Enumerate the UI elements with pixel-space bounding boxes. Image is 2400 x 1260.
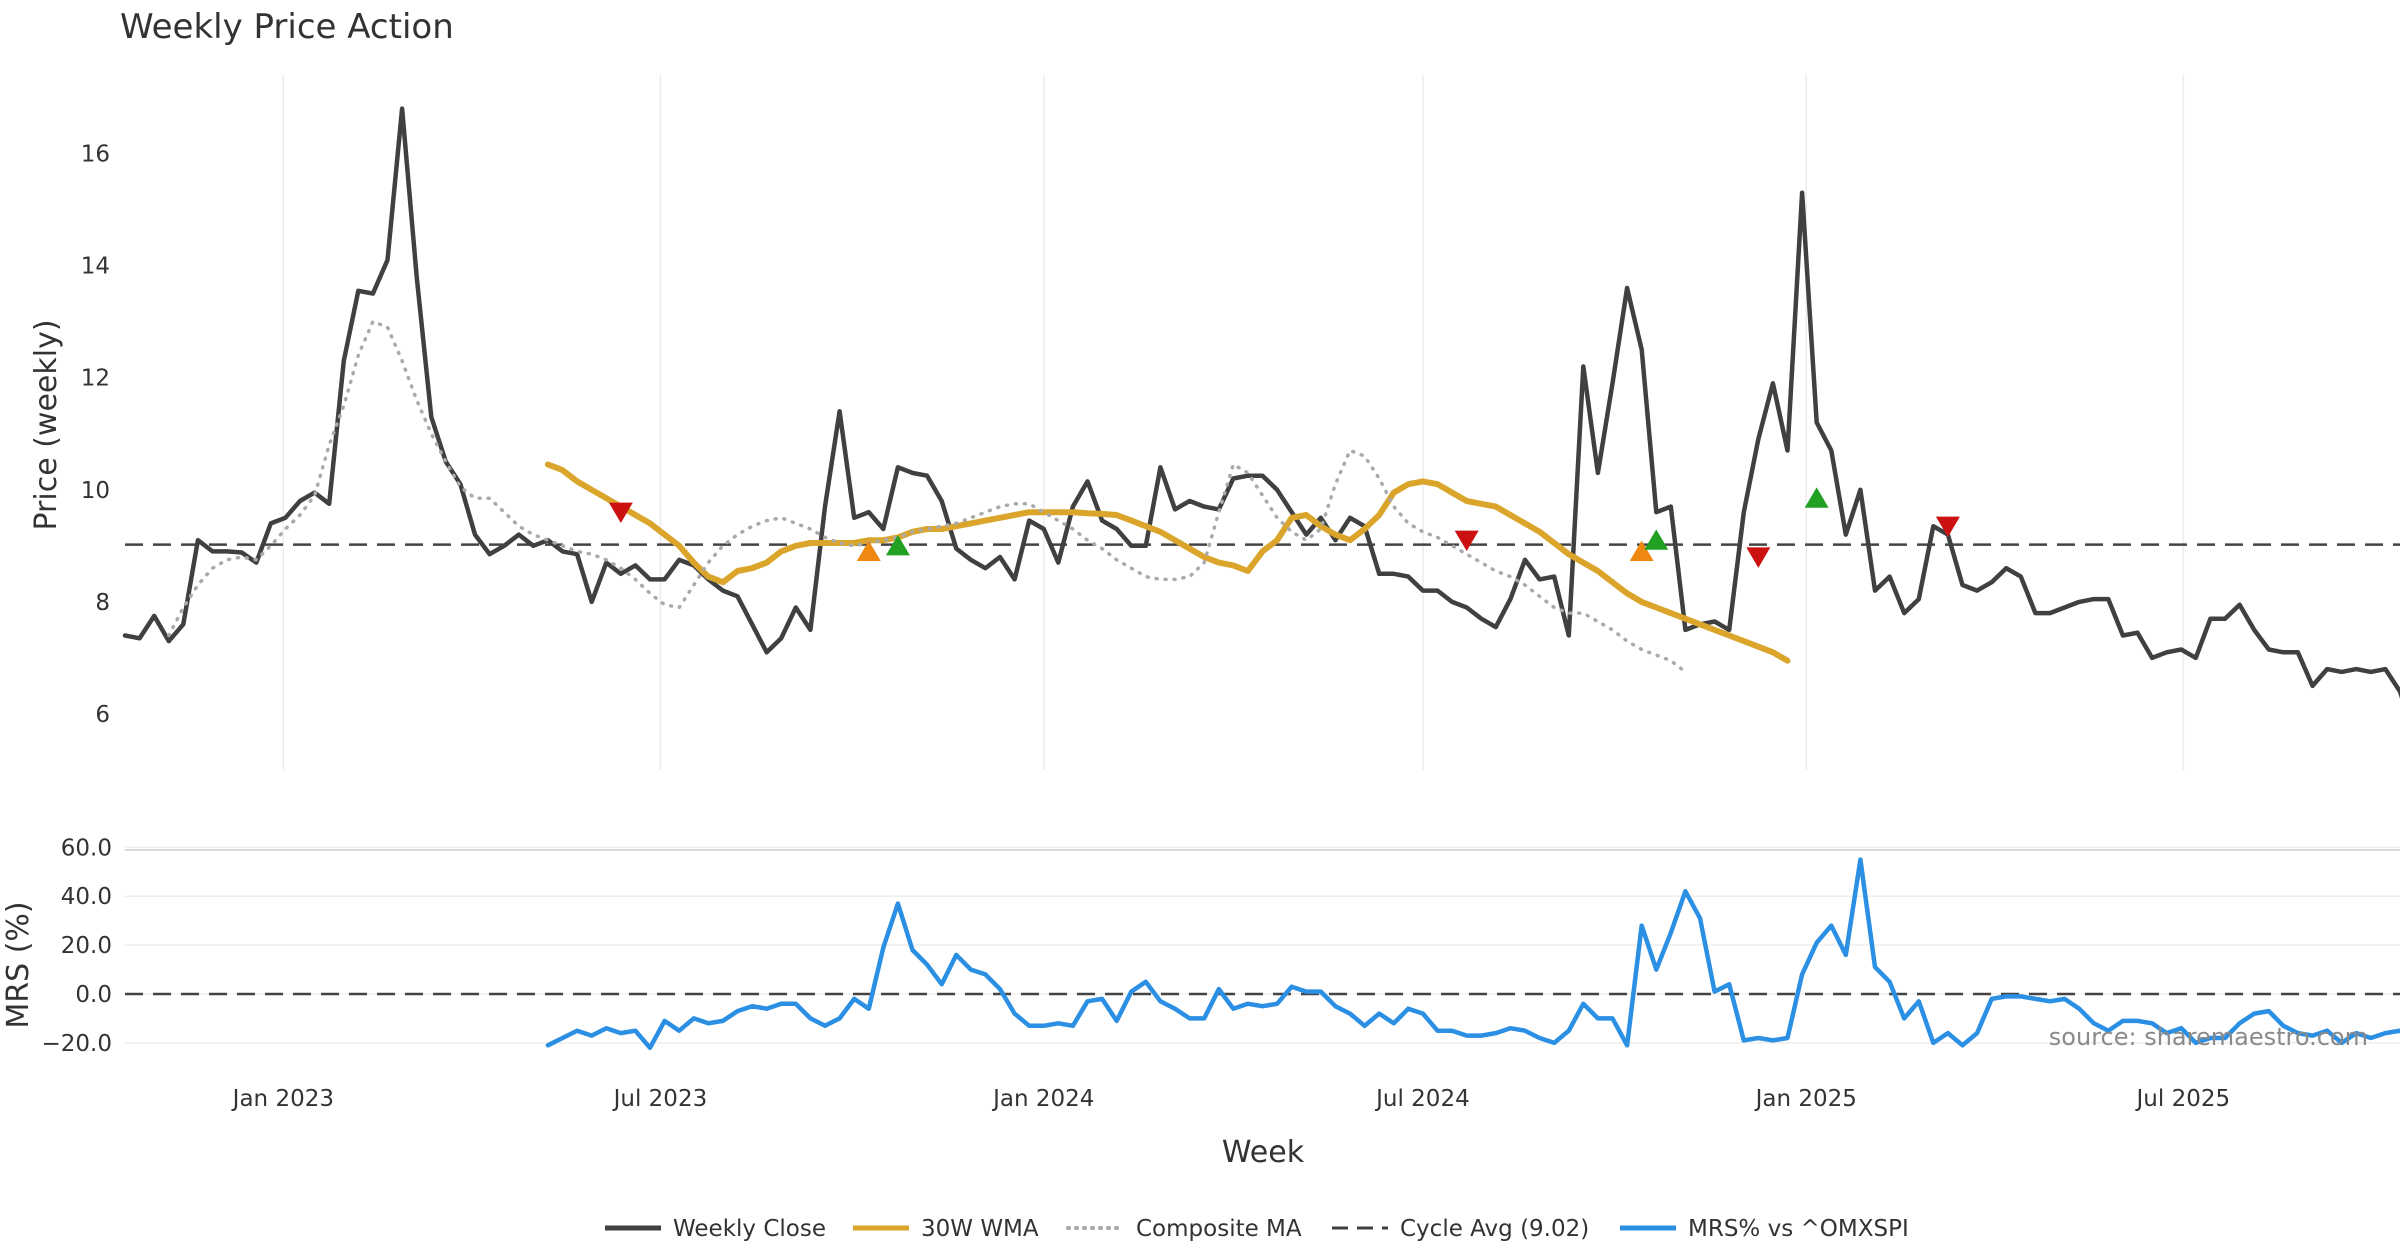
price-y-tick-label: 16 [81,141,110,167]
price-y-tick-label: 10 [81,478,110,504]
buy-signal-marker [885,535,910,556]
source-credit: source: sharemaestro.com [2049,1023,2368,1051]
series-composite-ma [167,319,1688,674]
legend: Weekly Close 30W WMA Composite MA Cycle Avg… [605,1216,1909,1242]
mrs-y-tick-label: 60.0 [61,835,112,861]
sell-signal-marker [1746,547,1771,568]
price-axis-title: Price (weekly) [29,319,64,530]
legend-label: Cycle Avg (9.02) [1400,1216,1589,1242]
mrs-y-tick-label: 20.0 [61,933,112,959]
sell-signal-marker [1935,516,1960,537]
series-30w-wma [544,461,1791,664]
legend-label: 30W WMA [921,1216,1039,1242]
x-tick-label: Jan 2024 [991,1086,1094,1112]
caution-signal-marker [1629,540,1654,562]
x-tick-label: Jul 2024 [1374,1086,1470,1112]
price-y-tick-label: 8 [95,590,110,616]
caution-signal-marker [856,540,881,562]
sell-signal-marker [608,502,633,523]
grid-layer [125,75,2400,1044]
legend-label: Composite MA [1136,1216,1302,1242]
price-y-tick-label: 6 [95,702,110,728]
series-layer [122,106,2400,1051]
price-y-tick-label: 12 [81,366,110,392]
legend-label: Weekly Close [673,1216,826,1242]
signal-markers [608,487,1960,568]
buy-signal-marker [1644,529,1669,550]
mrs-y-tick-label: −20.0 [42,1031,112,1057]
legend-label: MRS% vs ^OMXSPI [1688,1216,1909,1242]
x-axis-title: Week [1222,1135,1305,1170]
price-y-tick-label: 14 [81,254,110,280]
x-tick-label: Jul 2025 [2135,1086,2231,1112]
chart-title: Weekly Price Action [120,7,454,47]
sell-signal-marker [1454,530,1479,552]
mrs-y-tick-label: 40.0 [61,884,112,910]
x-tick-label: Jan 2025 [1754,1086,1857,1112]
x-tick-label: Jul 2023 [612,1086,708,1112]
mrs-axis-title: MRS (%) [1,901,36,1028]
x-tick-label: Jan 2023 [231,1086,334,1112]
axis-labels: Jan 2023 Jul 2023 Jan 2024 Jul 2024 Jan 2025… [42,141,2231,1112]
series-mrs-vs-omxspi [545,857,2400,1051]
series-weekly-close [122,106,2400,699]
buy-signal-marker [1804,487,1829,508]
mrs-y-tick-label: 0.0 [75,982,112,1008]
